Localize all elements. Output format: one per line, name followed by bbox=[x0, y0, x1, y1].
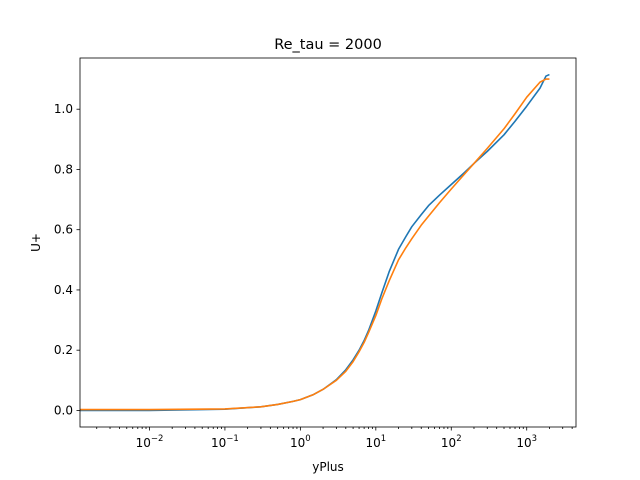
x-tick-label: 10−2 bbox=[136, 434, 164, 450]
y-tick-label: 0.6 bbox=[54, 223, 73, 237]
y-tick-label: 0.2 bbox=[54, 343, 73, 357]
chart-title: Re_tau = 2000 bbox=[274, 37, 382, 53]
x-tick-label: 100 bbox=[290, 434, 311, 450]
x-tick-label: 10−1 bbox=[211, 434, 239, 450]
x-axis: 10−2 10−1 100 101 102 103 bbox=[96, 427, 573, 450]
y-tick-label: 0.0 bbox=[54, 403, 73, 417]
y-tick-label: 0.8 bbox=[54, 162, 73, 176]
series-layer bbox=[80, 73, 550, 412]
y-axis: 0.0 0.2 0.4 0.6 0.8 1.0 bbox=[54, 102, 80, 417]
y-tick-label: 1.0 bbox=[54, 102, 73, 116]
y-tick-label: 0.4 bbox=[54, 283, 73, 297]
plot-area: 10−2 10−1 100 101 102 103 0.0 0.2 0.4 0.6 0.8 1.0 bbox=[54, 57, 577, 450]
x-tick-label: 103 bbox=[516, 434, 537, 450]
x-tick-label: 101 bbox=[365, 434, 386, 450]
y-axis-label: U+ bbox=[29, 233, 43, 252]
x-axis-label: yPlus bbox=[312, 460, 344, 474]
x-tick-label: 102 bbox=[441, 434, 462, 450]
series-line-2 bbox=[80, 78, 550, 411]
axes-frame bbox=[79, 57, 577, 428]
